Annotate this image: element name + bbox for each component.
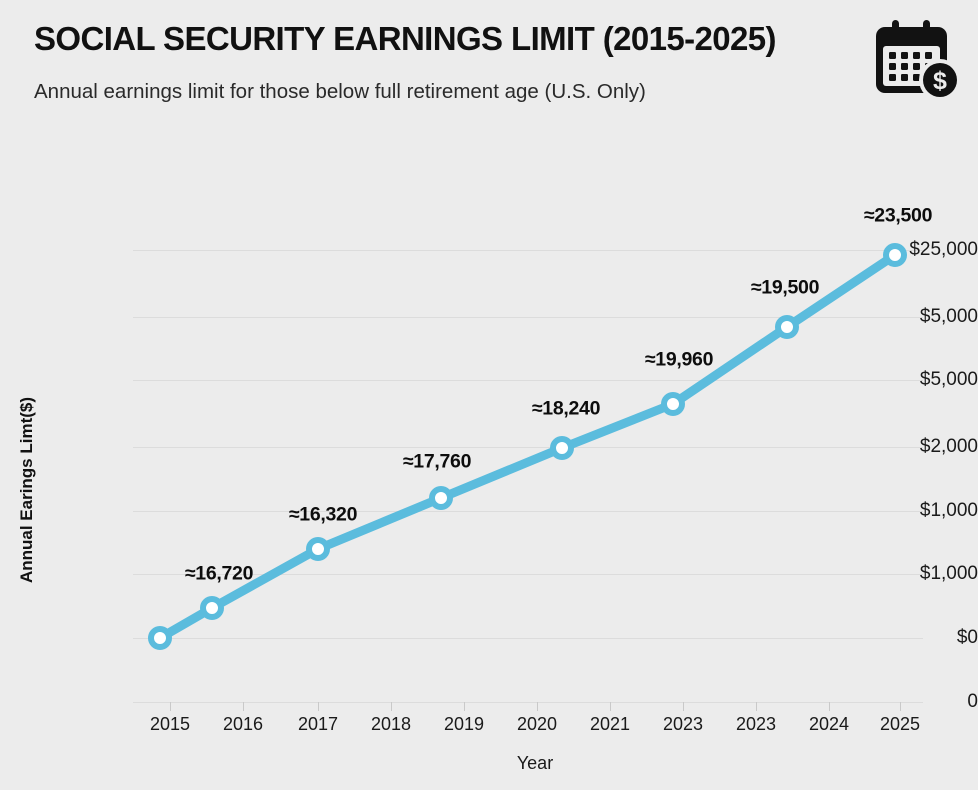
y-axis-tick-label: $5,000 bbox=[919, 369, 978, 390]
y-axis-tick-label: 0 bbox=[967, 691, 978, 712]
x-axis-tick-mark bbox=[243, 702, 244, 711]
x-axis-tick-mark bbox=[829, 702, 830, 711]
data-point-label: ≈16,320 bbox=[288, 503, 358, 526]
x-axis-tick-mark bbox=[900, 702, 901, 711]
data-point-marker[interactable] bbox=[306, 537, 330, 561]
x-axis-tick-mark bbox=[318, 702, 319, 711]
gridline bbox=[133, 447, 923, 448]
x-axis-title: Year bbox=[516, 753, 554, 773]
y-axis-tick-label: $2,000 bbox=[919, 436, 978, 457]
data-point-marker[interactable] bbox=[148, 626, 172, 650]
data-point-label: ≈19,500 bbox=[750, 276, 820, 299]
gridline bbox=[133, 638, 923, 639]
x-axis-tick-mark bbox=[391, 702, 392, 711]
x-axis-tick-mark bbox=[610, 702, 611, 711]
data-point-marker[interactable] bbox=[883, 243, 907, 267]
y-axis-tick-label: $0 bbox=[956, 627, 978, 648]
gridline bbox=[133, 702, 923, 703]
gridline bbox=[133, 574, 923, 575]
x-axis-tick-label: 2024 bbox=[808, 714, 850, 734]
data-point-marker[interactable] bbox=[775, 315, 799, 339]
x-axis-tick-label: 2021 bbox=[589, 714, 631, 734]
calendar-dollar-icon: $ bbox=[876, 20, 961, 101]
chart-header: SOCIAL SECURITY EARNINGS LIMIT (2015-202… bbox=[0, 0, 978, 130]
gridline bbox=[133, 380, 923, 381]
x-axis-tick-label: 2023 bbox=[662, 714, 704, 734]
y-axis-title: Annual Earings Limt($) bbox=[17, 396, 36, 584]
gridline bbox=[133, 511, 923, 512]
x-axis-tick-label: 2020 bbox=[516, 714, 558, 734]
data-point-label: ≈23,500 bbox=[863, 204, 933, 227]
page-title: SOCIAL SECURITY EARNINGS LIMIT (2015-202… bbox=[34, 20, 777, 57]
data-point-marker[interactable] bbox=[550, 436, 574, 460]
x-axis-tick-label: 2023 bbox=[735, 714, 777, 734]
data-point-marker[interactable] bbox=[661, 392, 685, 416]
gridline bbox=[133, 317, 923, 318]
y-axis-tick-label: $5,000 bbox=[919, 306, 978, 327]
x-axis-tick-label: 2017 bbox=[297, 714, 339, 734]
data-point-marker[interactable] bbox=[200, 596, 224, 620]
svg-text:$: $ bbox=[933, 67, 947, 95]
x-axis-tick-label: 2018 bbox=[370, 714, 412, 734]
y-axis-tick-label: $1,000 bbox=[919, 500, 978, 521]
x-axis-tick-label: 2016 bbox=[222, 714, 264, 734]
data-point-label: ≈17,760 bbox=[402, 450, 472, 473]
gridline bbox=[133, 250, 923, 251]
data-point-marker[interactable] bbox=[429, 486, 453, 510]
x-axis-tick-mark bbox=[464, 702, 465, 711]
x-axis-tick-mark bbox=[537, 702, 538, 711]
y-axis-tick-label: $1,000 bbox=[919, 563, 978, 584]
x-axis-tick-mark bbox=[170, 702, 171, 711]
x-axis-tick-label: 2015 bbox=[149, 714, 191, 734]
data-point-label: ≈19,960 bbox=[644, 348, 714, 371]
x-axis-tick-mark bbox=[683, 702, 684, 711]
x-axis-tick-label: 2025 bbox=[879, 714, 921, 734]
x-axis-tick-label: 2019 bbox=[443, 714, 485, 734]
data-point-label: ≈16,720 bbox=[184, 562, 254, 585]
data-point-label: ≈18,240 bbox=[531, 397, 601, 420]
chart-subtitle: Annual earnings limit for those below fu… bbox=[34, 80, 646, 103]
x-axis-tick-mark bbox=[756, 702, 757, 711]
y-axis-tick-label: $25,000 bbox=[909, 239, 978, 260]
